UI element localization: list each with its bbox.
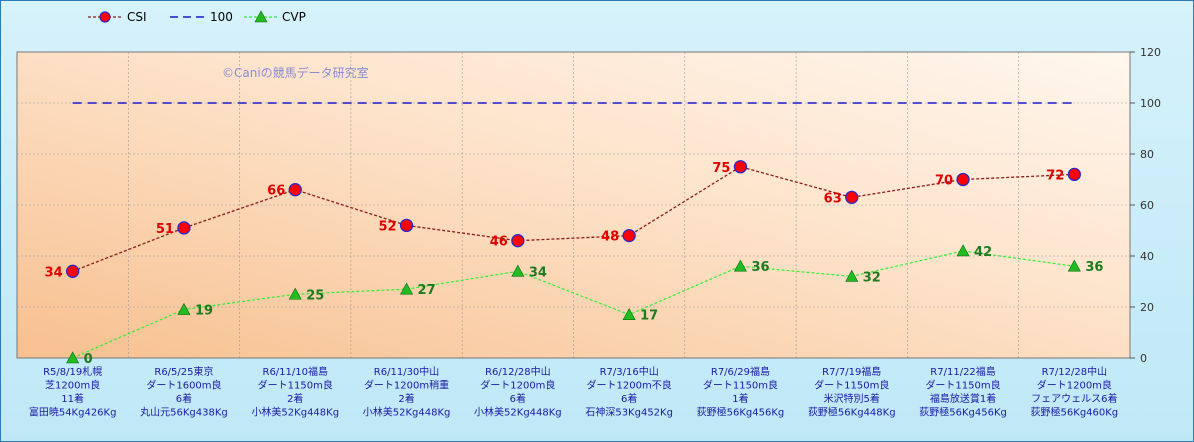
- series-cvp-line: [72, 250, 1075, 359]
- x-category-label: フェアウェルス6着: [1031, 392, 1117, 405]
- x-category-label: R7/12/28中山: [1042, 365, 1108, 378]
- cvp-data-label: 27: [418, 283, 436, 298]
- csi-data-label: 72: [1046, 168, 1064, 183]
- legend-csi-marker: [99, 11, 111, 23]
- csi-data-label: 34: [45, 265, 63, 280]
- x-category-label: 6着: [510, 392, 526, 405]
- cvp-data-label: 17: [640, 309, 658, 324]
- legend: CSI 100 CVP: [88, 10, 306, 24]
- y-tick-label: 100: [1140, 97, 1161, 110]
- x-category-label: 荻野極56Kg448Kg: [808, 406, 896, 419]
- x-category-label: 2着: [287, 392, 303, 405]
- csi-point: [177, 221, 191, 235]
- csi-data-label: 52: [378, 219, 396, 234]
- x-category-label: ダート1200m良: [1037, 379, 1112, 392]
- csi-point: [511, 234, 525, 248]
- x-category-label: 1着: [732, 392, 748, 405]
- series-csi-line: [72, 166, 1075, 272]
- x-category-label: ダート1600m良: [146, 379, 221, 392]
- cvp-point: [845, 269, 859, 282]
- x-category-label: 富田暁54Kg426Kg: [29, 406, 117, 419]
- y-tick-label: 0: [1140, 352, 1147, 365]
- cvp-data-label: 0: [84, 352, 93, 367]
- cvp-data-label: 34: [529, 265, 547, 280]
- y-tick-label: 60: [1140, 199, 1154, 212]
- x-category-label: ダート1150m良: [925, 379, 1000, 392]
- cvp-point: [622, 308, 636, 320]
- x-category-label: R5/8/19札幌: [43, 365, 102, 378]
- x-category-label: 丸山元56Kg438Kg: [140, 406, 228, 419]
- csi-point: [622, 228, 636, 243]
- x-category-label: R7/6/29福島: [711, 365, 770, 378]
- x-category-label: R7/11/22福島: [930, 365, 996, 378]
- x-category-label: ダート1200m稍重: [364, 379, 449, 392]
- x-category-label: 荻野極56Kg456Kg: [697, 406, 785, 419]
- x-category-label: 11着: [61, 392, 84, 405]
- x-category-label: 小林美52Kg448Kg: [251, 406, 339, 419]
- x-category-label: ダート1150m良: [703, 379, 778, 392]
- csi-point: [733, 160, 748, 174]
- x-category-label: R6/5/25東京: [154, 365, 213, 378]
- x-category-label: 福島放送賞1着: [930, 392, 996, 405]
- legend-cvp-label: CVP: [282, 10, 306, 24]
- cvp-data-label: 36: [751, 260, 769, 275]
- x-category-label: 芝1200m良: [45, 379, 100, 392]
- csi-data-label: 70: [935, 174, 953, 189]
- cvp-data-label: 25: [306, 288, 324, 303]
- x-category-label: 2着: [398, 392, 414, 405]
- x-category-label: R6/12/28中山: [485, 365, 551, 378]
- cvp-data-label: 19: [195, 304, 213, 319]
- x-category-label: 6着: [621, 392, 637, 405]
- csi-data-label: 48: [601, 230, 619, 245]
- x-category-label: 荻野極56Kg456Kg: [919, 406, 1007, 419]
- cvp-point: [1067, 259, 1081, 272]
- x-category-label: 米沢特別5着: [824, 392, 880, 405]
- csi-data-label: 66: [267, 184, 285, 199]
- cvp-point: [733, 259, 747, 272]
- csi-point: [1067, 167, 1081, 182]
- csi-data-label: 63: [824, 191, 842, 206]
- x-category-label: R7/3/16中山: [600, 365, 659, 378]
- y-tick-label: 120: [1140, 46, 1161, 59]
- x-category-label: 小林美52Kg448Kg: [363, 406, 451, 419]
- csi-point: [399, 218, 414, 233]
- x-category-label: R6/11/30中山: [374, 365, 440, 378]
- x-category-label: 荻野極56Kg460Kg: [1031, 406, 1119, 419]
- legend-100-label: 100: [210, 10, 233, 24]
- cvp-data-label: 32: [863, 270, 881, 285]
- csi-data-label: 75: [712, 161, 730, 176]
- y-tick-label: 80: [1140, 148, 1154, 161]
- cvp-point: [177, 302, 191, 315]
- cvp-point: [511, 264, 525, 277]
- y-tick-label: 20: [1140, 301, 1154, 314]
- y-tick-label: 40: [1140, 250, 1154, 263]
- csi-point: [845, 190, 859, 205]
- cvp-point: [288, 287, 302, 300]
- csi-point: [288, 183, 302, 197]
- x-category-label: ダート1150m良: [258, 379, 333, 392]
- x-category-label: 6着: [176, 392, 192, 405]
- legend-csi-label: CSI: [127, 10, 147, 24]
- watermark: ©Caniの競馬データ研究室: [222, 65, 369, 80]
- cvp-point: [956, 244, 970, 257]
- csi-data-label: 46: [490, 235, 508, 250]
- x-category-label: ダート1150m良: [814, 379, 889, 392]
- x-category-label: 小林美52Kg448Kg: [474, 406, 562, 419]
- x-category-label: R7/7/19福島: [822, 365, 881, 378]
- x-category-label: ダート1200m良: [480, 379, 555, 392]
- x-category-label: ダート1200m不良: [587, 379, 672, 392]
- cvp-point: [400, 282, 414, 295]
- csi-point: [66, 264, 80, 278]
- legend-cvp-marker: [254, 10, 268, 23]
- x-category-label: R6/11/10福島: [263, 365, 329, 378]
- cvp-point: [66, 351, 80, 364]
- x-category-label: 石神深53Kg452Kg: [585, 406, 673, 419]
- csi-point: [956, 172, 970, 187]
- cvp-data-label: 42: [974, 245, 992, 260]
- cvp-data-label: 36: [1085, 260, 1103, 275]
- csi-data-label: 51: [156, 222, 174, 237]
